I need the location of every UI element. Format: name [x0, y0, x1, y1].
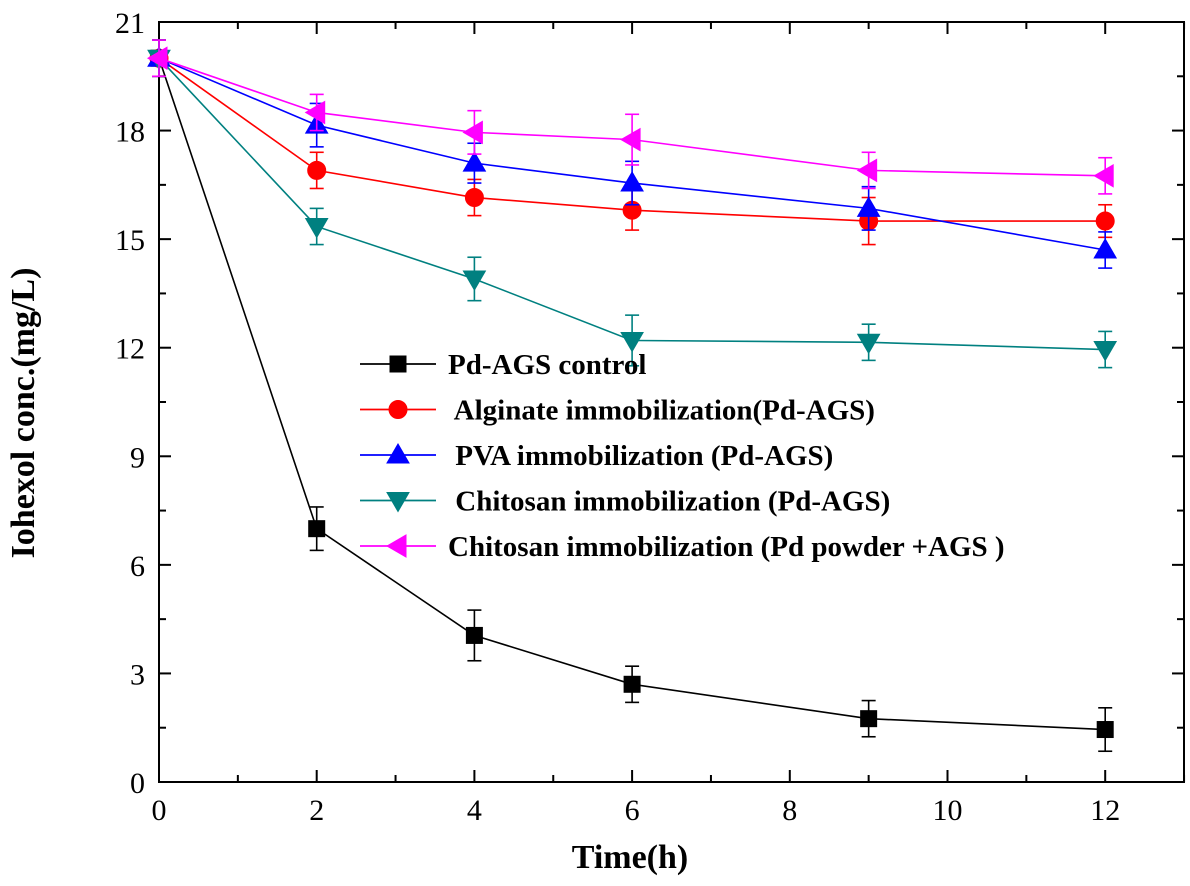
data-point [304, 100, 326, 125]
legend-label: Chitosan immobilization (Pd-AGS) [448, 486, 890, 518]
data-point [1093, 341, 1118, 362]
legend-marker [389, 355, 407, 373]
data-point [856, 158, 878, 183]
x-tick-label: 0 [152, 794, 167, 827]
data-point [1093, 238, 1118, 259]
data-point [856, 333, 881, 355]
y-tick-label: 3 [130, 658, 145, 691]
legend-entry: Chitosan immobilization (Pd-AGS) [360, 486, 890, 518]
data-point [620, 331, 644, 353]
series-line [158, 57, 1106, 351]
x-axis-title: Time(h) [572, 839, 688, 876]
y-tick-label: 15 [115, 224, 145, 257]
legend-label: PVA immobilization (Pd-AGS) [448, 440, 833, 472]
legend-entry: PVA immobilization (Pd-AGS) [360, 440, 833, 472]
series-0 [150, 39, 1114, 753]
y-tick-label: 12 [115, 333, 145, 366]
data-point [464, 188, 484, 208]
data-point [1096, 721, 1114, 739]
legend: Pd-AGS control Alginate immobilization(P… [360, 349, 1005, 563]
data-point [620, 127, 641, 152]
x-tick-label: 6 [625, 794, 640, 827]
y-tick-label: 9 [130, 441, 145, 474]
legend-entry: Alginate immobilization(Pd-AGS) [360, 395, 875, 427]
series-3 [147, 39, 1118, 369]
data-point [1093, 163, 1114, 188]
data-point [856, 196, 881, 217]
data-point [307, 160, 327, 180]
legend-label: Alginate immobilization(Pd-AGS) [448, 395, 875, 427]
legend-marker [386, 492, 410, 513]
y-tick-label: 21 [115, 7, 145, 40]
x-tick-label: 8 [782, 794, 797, 827]
legend-marker [388, 400, 408, 419]
series-line [158, 57, 1106, 177]
legend-marker [386, 443, 410, 464]
series-4 [147, 39, 1114, 195]
data-point [1095, 211, 1115, 231]
y-tick-label: 6 [130, 550, 145, 583]
data-point [620, 171, 644, 192]
x-tick-label: 4 [467, 794, 482, 827]
x-tick-label: 12 [1090, 794, 1120, 827]
data-point [308, 520, 326, 538]
tick-labels: 0 2 4 6 8 10 12 0 3 6 9 12 15 18 21 [115, 7, 1120, 827]
legend-entry: Pd-AGS control [360, 349, 646, 381]
data-point [462, 151, 487, 172]
data-point [465, 626, 483, 644]
series-line [158, 57, 1106, 222]
y-axis-title: Iohexol conc.(mg/L) [5, 268, 42, 559]
axis-ticks [158, 21, 1186, 783]
y-tick-label: 0 [130, 767, 145, 800]
data-point [462, 120, 483, 145]
legend-entry: Chitosan immobilization (Pd powder +AGS … [360, 531, 1005, 563]
legend-label: Pd-AGS control [448, 349, 646, 381]
data-point [462, 270, 487, 291]
data-point [304, 217, 329, 239]
x-tick-label: 2 [309, 794, 324, 827]
data-point [147, 46, 168, 71]
y-tick-label: 18 [115, 116, 145, 149]
x-tick-label: 10 [933, 794, 963, 827]
legend-label: Chitosan immobilization (Pd powder +AGS … [448, 531, 1005, 563]
series-line [158, 57, 1106, 251]
legend-marker [386, 534, 407, 558]
series-line [158, 57, 1106, 731]
series-layer [147, 39, 1118, 753]
data-point [623, 675, 641, 693]
data-point [860, 710, 878, 728]
